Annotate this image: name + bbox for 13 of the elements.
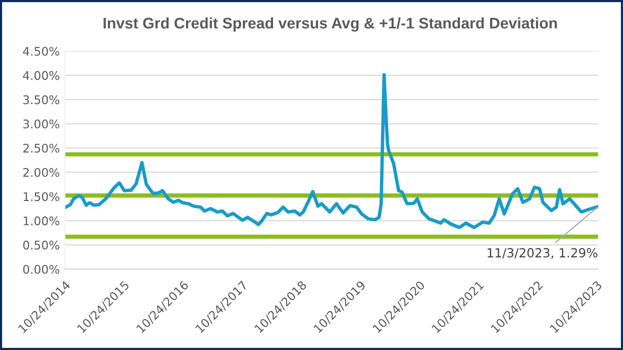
y-tick-label: 2.00% <box>23 168 60 177</box>
y-tick-label: 3.00% <box>23 120 60 128</box>
y-tick-label: 1.00% <box>24 216 60 226</box>
chart-title: Invst Grd Credit Spread versus Avg & +1/-1 Standard Deviation <box>104 17 557 32</box>
y-tick-label: 1.50% <box>24 192 60 202</box>
y-tick-label: 4.00% <box>23 71 60 80</box>
y-tick-label: 2.50% <box>23 144 60 153</box>
y-tick-label: 0.00% <box>23 264 60 274</box>
line-series <box>64 73 598 230</box>
annotation: 11/3/2023, 1.29% <box>488 248 598 259</box>
y-tick-label: 0.50% <box>23 240 60 250</box>
y-tick-label: 3.50% <box>23 95 60 104</box>
y-tick-label: 4.50% <box>23 46 60 56</box>
